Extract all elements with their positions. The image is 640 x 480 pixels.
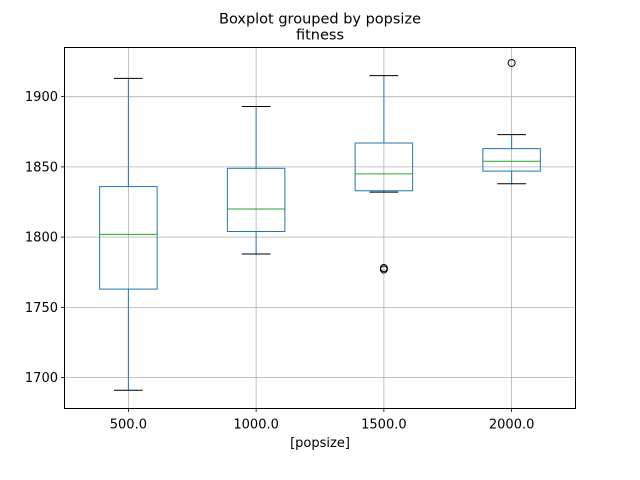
iqr-box — [99, 186, 158, 290]
outlier-point — [507, 58, 516, 67]
x-tick-label: 500.0 — [110, 418, 147, 433]
box-group-1000.0 — [226, 105, 286, 255]
box-group-500.0 — [99, 77, 158, 391]
plot-frame — [64, 47, 576, 409]
y-tick-label: 1850 — [25, 160, 58, 175]
iqr-box — [482, 148, 541, 172]
x-axis-label: [popsize] — [290, 436, 350, 451]
figure-suptitle: Boxplot grouped by popsize — [219, 12, 421, 28]
y-tick-label: 1750 — [25, 301, 58, 316]
tick-layer: 1700 1750 1800 1850 1900 500.0 1000.0 1500.0 200… — [25, 90, 534, 432]
y-tick-label: 1900 — [25, 90, 58, 105]
y-tick-label: 1700 — [25, 371, 58, 386]
grid-layer — [64, 47, 576, 409]
x-tick-label: 1500.0 — [361, 418, 407, 433]
chart-title: fitness — [296, 28, 344, 44]
x-tick-label: 2000.0 — [489, 418, 535, 433]
box-group-2000.0 — [482, 58, 541, 185]
outlier-point — [379, 265, 388, 274]
iqr-box — [226, 167, 286, 233]
x-tick-label: 1000.0 — [233, 418, 279, 433]
iqr-box — [354, 142, 414, 192]
y-tick-label: 1800 — [25, 231, 58, 246]
box-group-1500.0 — [354, 75, 414, 274]
box-layer — [99, 58, 541, 391]
